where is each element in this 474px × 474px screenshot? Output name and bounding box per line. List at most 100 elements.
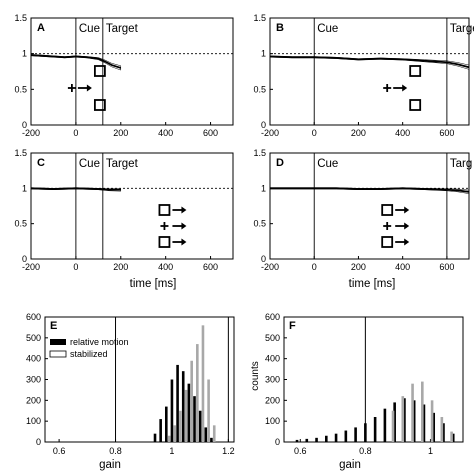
histogram-bar	[204, 427, 208, 442]
histogram-bar	[181, 371, 185, 442]
histogram-bar	[325, 435, 328, 442]
target-label: Target	[450, 23, 474, 35]
legend-label-stabilized: stabilized	[70, 349, 108, 359]
y-tick-label: 0.5	[253, 219, 266, 229]
histogram-bar	[179, 410, 182, 442]
legend-label-relative-motion: relative motion	[70, 337, 129, 347]
arrow-head-icon-c	[181, 238, 187, 246]
target-label: Targ	[450, 158, 472, 170]
y-tick-label: 400	[26, 354, 41, 364]
histogram-bar	[305, 438, 309, 442]
data-line	[30, 187, 121, 191]
histogram-bar	[364, 423, 367, 442]
target-square-icon-a	[93, 65, 106, 77]
arrow-head-icon-d	[404, 206, 410, 214]
panel-letter: E	[50, 320, 57, 332]
x-tick-label: 600	[203, 128, 218, 138]
histogram-bar	[422, 404, 426, 442]
axes-frame	[44, 316, 235, 443]
target-square-icon-a	[93, 99, 106, 111]
y-tick-label: 0	[275, 437, 280, 447]
hist-x-label-e: gain	[99, 459, 121, 471]
histogram-bar	[164, 406, 168, 442]
data-line	[30, 54, 122, 69]
histogram-bar	[210, 437, 213, 442]
x-axis-label-left: time [ms]	[130, 278, 177, 290]
y-tick-label: 1.5	[14, 13, 27, 23]
arrow-head-icon-c	[181, 222, 187, 230]
x-tick-label: 0	[73, 128, 78, 138]
x-tick-label: 200	[113, 262, 128, 272]
y-tick-label: 0.5	[14, 219, 27, 229]
y-tick-label: 0.5	[14, 84, 27, 94]
panel-letter: A	[37, 22, 45, 34]
axes-frame	[269, 152, 470, 260]
y-tick-label: 300	[26, 375, 41, 385]
x-tick-label: 600	[439, 262, 454, 272]
x-tick-label: 1	[428, 446, 433, 456]
histogram-bar	[373, 417, 377, 442]
target-square-icon-c	[158, 236, 171, 248]
arrow-head-icon-b	[402, 84, 408, 92]
arrow-head-icon-d	[404, 222, 410, 230]
x-tick-label: 0.6	[53, 446, 66, 456]
target-square-icon-d	[381, 236, 394, 248]
histogram-bar	[344, 430, 348, 442]
histogram-bar	[170, 379, 174, 442]
y-tick-label: 100	[26, 416, 41, 426]
y-tick-label: 0	[22, 120, 27, 130]
y-tick-label: 500	[265, 333, 280, 343]
histogram-bar	[196, 344, 199, 442]
data-line	[270, 187, 470, 193]
histogram-bar	[187, 383, 191, 442]
y-tick-label: 0	[261, 254, 266, 264]
histogram-bar	[167, 435, 171, 442]
y-tick-label: 400	[265, 354, 280, 364]
cue-label: Cue	[317, 158, 338, 170]
histogram-bar	[430, 400, 434, 442]
histogram-bar	[440, 417, 444, 442]
histogram-bar	[212, 425, 216, 442]
axes-frame	[283, 316, 464, 443]
x-tick-label: 200	[113, 128, 128, 138]
histogram-bar	[153, 433, 157, 442]
histogram-bar	[442, 423, 445, 442]
histogram-bar	[451, 433, 455, 442]
y-tick-label: 0.5	[253, 84, 266, 94]
x-tick-label: 0.6	[294, 446, 307, 456]
histogram-bar	[201, 325, 205, 442]
panel-letter: C	[37, 157, 45, 169]
x-tick-label: 400	[395, 262, 410, 272]
y-tick-label: 500	[26, 333, 41, 343]
histogram-bar	[432, 412, 436, 442]
histogram-bar	[159, 419, 162, 442]
cue-label: Cue	[79, 158, 100, 170]
x-tick-label: 0	[312, 128, 317, 138]
y-tick-label: 1	[261, 49, 266, 59]
target-square-icon-b	[409, 65, 422, 77]
target-label: Target	[106, 23, 139, 35]
target-label: Target	[106, 158, 139, 170]
histogram-bar	[295, 439, 299, 442]
panel-letter: B	[276, 22, 284, 34]
histogram-bar	[173, 425, 177, 442]
panel-f: 0 100 200 300 400 500 600 0.6 0.8 1 F	[265, 312, 464, 456]
x-axis-label-right: time [ms]	[349, 278, 396, 290]
histogram-bar	[354, 427, 357, 442]
y-tick-label: 200	[265, 395, 280, 405]
y-tick-label: 1.5	[253, 148, 266, 158]
y-tick-label: 600	[26, 312, 41, 322]
x-tick-label: 600	[203, 262, 218, 272]
target-square-icon-d	[381, 204, 394, 216]
x-tick-label: 200	[351, 128, 366, 138]
histogram-bar	[401, 396, 405, 442]
histogram-bar	[198, 410, 202, 442]
histogram-bar	[193, 396, 196, 442]
arrow-head-icon-a	[86, 84, 92, 92]
arrow-head-icon-c	[181, 206, 187, 214]
y-tick-label: 300	[265, 375, 280, 385]
y-tick-label: 0	[22, 254, 27, 264]
arrow-head-icon-d	[404, 238, 410, 246]
